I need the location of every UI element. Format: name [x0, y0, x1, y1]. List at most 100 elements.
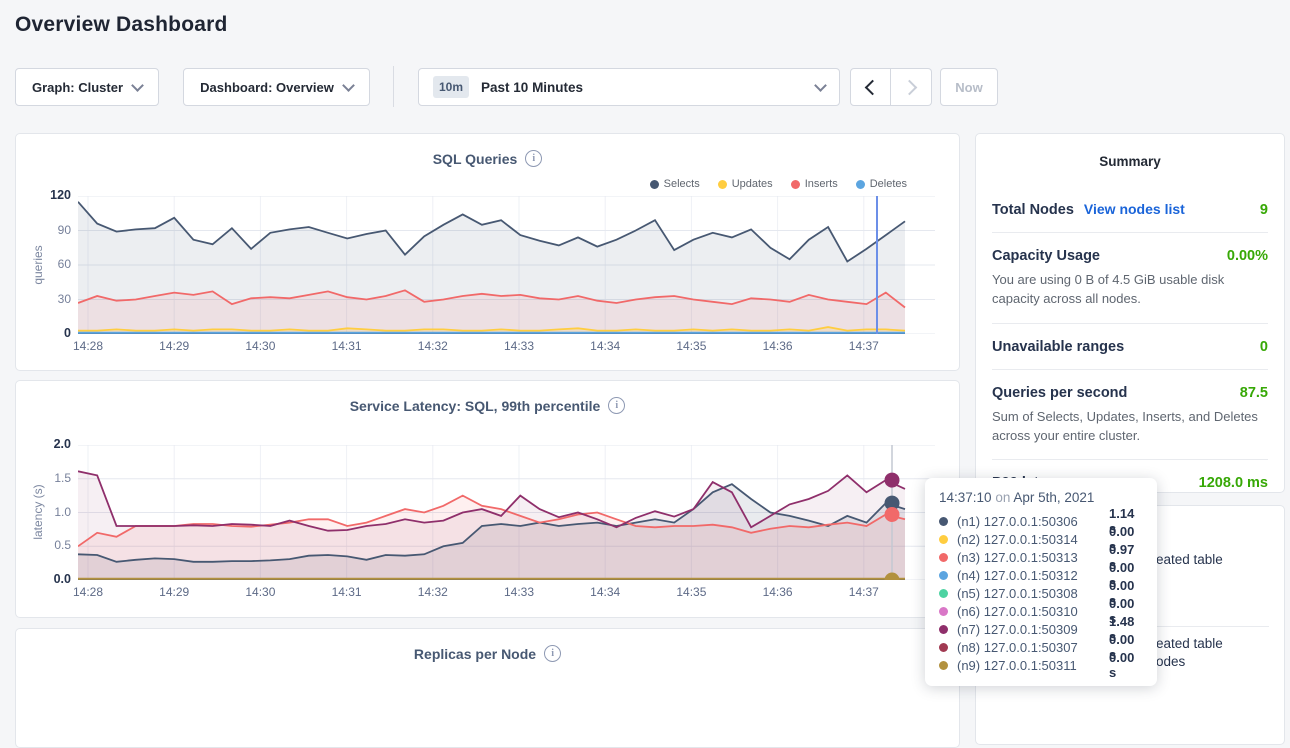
x-tick-label: 14:28 [72, 585, 104, 599]
event-item-text[interactable]: odes [1156, 654, 1186, 669]
info-icon[interactable] [608, 397, 626, 414]
x-tick-label: 14:32 [417, 585, 448, 599]
sql-queries-panel: SQL Queries Selects Updates Inserts Deletes [15, 133, 960, 371]
chevron-down-icon [814, 78, 827, 92]
time-nav-group [850, 68, 932, 106]
node-address: (n7) 127.0.0.1:50309 [957, 621, 1078, 637]
graph-dropdown[interactable]: Graph: Cluster [15, 68, 159, 106]
y-tick-label: 30 [57, 291, 71, 306]
node-dot-icon [939, 516, 948, 526]
now-button-label: Now [955, 79, 983, 95]
summary-panel: Summary Total Nodes View nodes list 9 Ca… [975, 133, 1285, 493]
x-tick-label: 14:31 [331, 585, 362, 599]
dashboard-dropdown[interactable]: Dashboard: Overview [183, 68, 370, 106]
node-latency-value: 0.00 s [1109, 596, 1135, 626]
sql-queries-chart-title: SQL Queries [432, 150, 518, 167]
tooltip-node-row: (n7) 127.0.0.1:50309 1.48 s [939, 614, 1143, 644]
time-range-badge: 10m [433, 76, 470, 98]
x-tick-label: 14:37 [848, 585, 879, 599]
time-prev-button[interactable] [850, 68, 891, 106]
queries-per-second-label: Queries per second [992, 384, 1128, 401]
tooltip-date: Apr 5th, 2021 [1013, 490, 1095, 505]
view-nodes-list-link[interactable]: View nodes list [1083, 201, 1185, 217]
node-latency-value: 0.00 s [1109, 560, 1135, 590]
node-dot-icon [939, 534, 948, 544]
tooltip-node-row: (n9) 127.0.0.1:50311 0.00 s [939, 650, 1143, 680]
graph-dropdown-label: Graph: Cluster [31, 79, 123, 95]
replicas-per-node-panel: Replicas per Node [15, 628, 960, 748]
time-next-button[interactable] [891, 68, 932, 106]
node-address: (n4) 127.0.0.1:50312 [957, 567, 1078, 583]
node-address: (n3) 127.0.0.1:50313 [957, 549, 1078, 565]
service-latency-chart-title-row: Service Latency: SQL, 99th percentile [16, 397, 959, 414]
x-tick-label: 14:37 [848, 339, 879, 353]
service-latency-plot[interactable] [78, 445, 935, 580]
legend-dot-icon [649, 179, 659, 189]
x-tick-label: 14:36 [762, 585, 793, 599]
sql-queries-chart-title-row: SQL Queries [16, 150, 959, 167]
legend-item[interactable]: Selects [649, 178, 700, 190]
legend-item[interactable]: Deletes [855, 178, 907, 190]
node-latency-value: 0.00 s [1109, 524, 1135, 554]
info-icon[interactable] [544, 645, 562, 662]
chevron-right-icon [901, 79, 917, 95]
legend-item[interactable]: Updates [717, 178, 773, 190]
chevron-down-icon [341, 78, 355, 92]
unavailable-ranges-value: 0 [1259, 338, 1268, 355]
capacity-usage-description: You are using 0 B of 4.5 GiB usable disk… [992, 272, 1225, 306]
event-item-text[interactable]: eated table [1156, 552, 1223, 567]
tooltip-node-row: (n6) 127.0.0.1:50310 0.00 s [939, 596, 1143, 626]
y-tick-label: 1.5 [54, 470, 71, 485]
node-address: (n8) 127.0.0.1:50307 [957, 639, 1078, 655]
node-latency-value: 0.97 s [1109, 542, 1135, 572]
tooltip-timestamp: 14:37:10 on Apr 5th, 2021 [939, 490, 1143, 505]
node-dot-icon [939, 660, 948, 670]
node-dot-icon [939, 570, 948, 580]
info-icon[interactable] [525, 150, 543, 167]
y-tick-label: 0 [64, 326, 71, 340]
node-address: (n9) 127.0.0.1:50311 [957, 657, 1077, 673]
tooltip-time: 14:37:10 [939, 490, 992, 505]
service-latency-chart-title: Service Latency: SQL, 99th percentile [349, 397, 601, 414]
queries-per-second-value: 87.5 [1239, 384, 1268, 401]
node-dot-icon [939, 624, 948, 634]
node-dot-icon [939, 552, 948, 562]
now-button[interactable]: Now [940, 68, 998, 106]
time-range-dropdown[interactable]: 10m Past 10 Minutes [418, 68, 840, 106]
queries-per-second-description: Sum of Selects, Updates, Inserts, and De… [992, 408, 1258, 443]
sql-queries-plot[interactable] [78, 196, 935, 334]
time-range-label: Past 10 Minutes [481, 79, 584, 95]
y-tick-label: 120 [50, 188, 71, 202]
y-tick-label: 2.0 [53, 437, 71, 451]
x-tick-label: 14:34 [590, 585, 621, 599]
chart-hover-tooltip: 14:37:10 on Apr 5th, 2021 (n1) 127.0.0.1… [925, 478, 1157, 686]
summary-row-unavailable-ranges: Unavailable ranges 0 [992, 322, 1268, 369]
tooltip-node-row: (n4) 127.0.0.1:50312 0.00 s [939, 560, 1143, 590]
replicas-chart-title-row: Replicas per Node [16, 645, 959, 662]
legend-label: Selects [663, 178, 700, 190]
sql-queries-legend: Selects Updates Inserts Deletes [649, 178, 907, 190]
node-latency-value: 0.00 s [1109, 578, 1135, 608]
tooltip-node-row: (n8) 127.0.0.1:50307 0.00 s [939, 632, 1143, 662]
legend-label: Inserts [804, 178, 838, 190]
controls-divider [393, 66, 394, 107]
summary-row-capacity: Capacity Usage 0.00% You are using 0 B o… [992, 232, 1268, 323]
x-tick-label: 14:28 [72, 339, 104, 353]
tooltip-joiner: on [995, 490, 1011, 505]
tooltip-node-row: (n1) 127.0.0.1:50306 1.14 s [939, 506, 1143, 536]
event-item-text[interactable]: eated table [1156, 636, 1223, 651]
legend-item[interactable]: Inserts [790, 178, 838, 190]
node-address: (n5) 127.0.0.1:50308 [957, 585, 1078, 601]
tooltip-node-row: (n3) 127.0.0.1:50313 0.97 s [939, 542, 1143, 572]
replicas-chart-title: Replicas per Node [413, 645, 537, 662]
x-tick-label: 14:35 [676, 339, 707, 353]
x-tick-label: 14:36 [762, 339, 793, 353]
node-dot-icon [939, 588, 948, 598]
y-tick-label: 60 [57, 257, 71, 271]
y-tick-label: 1.0 [54, 504, 71, 519]
node-latency-value: 0.00 s [1109, 650, 1135, 680]
capacity-usage-value: 0.00% [1226, 248, 1268, 264]
dashboard-dropdown-label: Dashboard: Overview [200, 79, 334, 95]
x-tick-label: 14:34 [590, 339, 621, 353]
x-tick-label: 14:29 [159, 585, 190, 599]
